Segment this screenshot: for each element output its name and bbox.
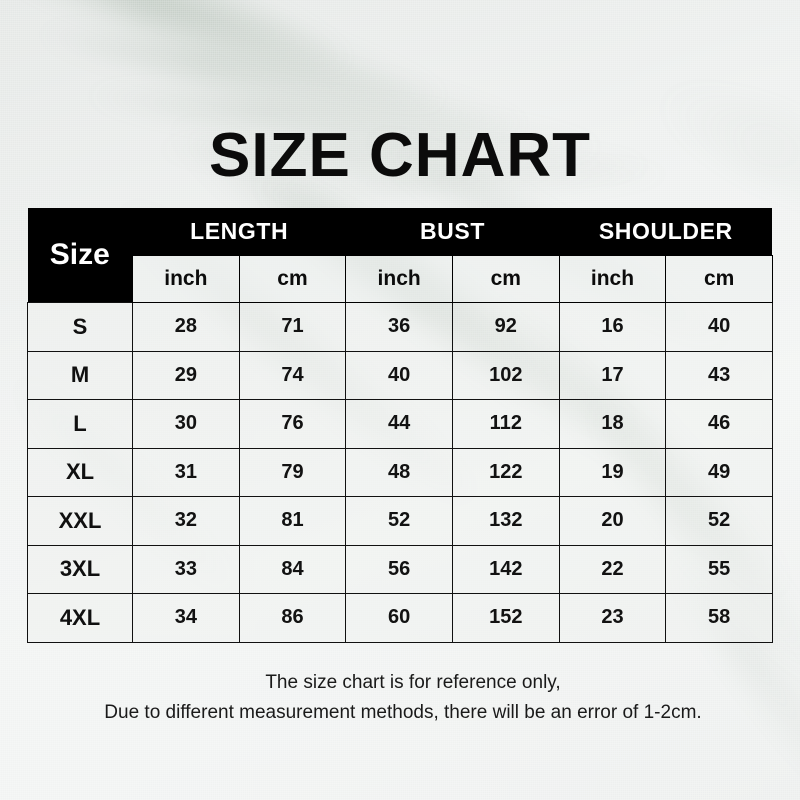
table-row: XXL 32 81 52 132 20 52 [27,496,773,546]
shoulder-inch-value: 17 [558,350,667,400]
disclaimer-notes: The size chart is for reference only, Du… [0,668,800,728]
length-inch-value: 28 [132,302,240,352]
length-inch-value: 29 [132,350,240,400]
unit-header-row: inch cm inch cm inch cm [28,255,773,303]
table-row: M 29 74 40 102 17 43 [27,350,773,400]
table-row: L 30 76 44 112 18 46 [27,399,773,449]
bust-cm-value: 152 [451,593,560,643]
palm-frond-shadow [0,0,446,118]
shoulder-inch-value: 18 [558,399,667,449]
disclaimer-line-1: The size chart is for reference only, [265,672,561,693]
shoulder-inch-value: 20 [558,496,667,546]
shoulder-cm-value: 40 [665,302,773,352]
table-row: 3XL 33 84 56 142 22 55 [27,544,773,594]
bust-cm-value: 92 [451,302,560,352]
shoulder-inch-value: 22 [558,544,667,594]
unit-header-length-cm: cm [238,255,347,303]
column-group-header-shoulder: SHOULDER [559,208,773,256]
length-cm-value: 84 [238,544,347,594]
unit-header-bust-inch: inch [345,255,453,303]
shoulder-inch-value: 16 [558,302,667,352]
bust-cm-value: 112 [451,399,560,449]
bust-inch-value: 48 [345,447,453,497]
shoulder-inch-value: 23 [558,593,667,643]
length-inch-value: 34 [132,593,240,643]
bust-inch-value: 52 [345,496,453,546]
length-cm-value: 86 [238,593,347,643]
table-body: S 28 71 36 92 16 40 M 29 74 40 102 17 43 [27,302,773,643]
shoulder-cm-value: 49 [665,447,773,497]
length-cm-value: 81 [238,496,347,546]
column-group-header-length: LENGTH [132,208,346,256]
table-row: S 28 71 36 92 16 40 [27,302,773,352]
group-header-row: Size LENGTH BUST SHOULDER [27,208,773,303]
length-inch-value: 33 [132,544,240,594]
bust-inch-value: 60 [345,593,453,643]
shoulder-cm-value: 55 [665,544,773,594]
bust-cm-value: 132 [451,496,560,546]
shoulder-cm-value: 58 [665,593,773,643]
shoulder-cm-value: 46 [665,399,773,449]
table-row: 4XL 34 86 60 152 23 58 [27,593,773,643]
length-cm-value: 74 [238,350,347,400]
unit-header-shoulder-cm: cm [665,255,773,303]
size-chart-table: Size LENGTH BUST SHOULDER inch cm inch c… [27,208,773,643]
shoulder-cm-value: 52 [665,496,773,546]
page-title: SIZE CHART [209,121,591,190]
palm-frond-shadow [0,0,354,83]
bust-cm-value: 142 [451,544,560,594]
length-inch-value: 32 [132,496,240,546]
length-inch-value: 30 [132,399,240,449]
table-header: Size LENGTH BUST SHOULDER inch cm inch c… [27,208,773,303]
size-label: 4XL [27,593,133,643]
size-label: XXL [27,496,133,546]
table-row: XL 31 79 48 122 19 49 [27,447,773,497]
length-inch-value: 31 [132,447,240,497]
length-cm-value: 76 [238,399,347,449]
bust-inch-value: 44 [345,399,453,449]
bust-inch-value: 40 [345,350,453,400]
size-label: L [27,399,133,449]
size-chart-table-wrapper: Size LENGTH BUST SHOULDER inch cm inch c… [27,208,773,643]
disclaimer-line-2: Due to different measurement methods, th… [104,702,702,723]
shoulder-inch-value: 19 [558,447,667,497]
size-label: M [27,350,133,400]
bust-inch-value: 56 [345,544,453,594]
size-label: S [27,302,133,352]
length-cm-value: 71 [238,302,347,352]
column-group-header-bust: BUST [345,208,560,256]
bust-inch-value: 36 [345,302,453,352]
column-header-size: Size [27,208,133,303]
unit-header-shoulder-inch: inch [558,255,667,303]
unit-header-bust-cm: cm [451,255,560,303]
unit-header-length-inch: inch [132,255,240,303]
length-cm-value: 79 [238,447,347,497]
size-label: XL [27,447,133,497]
bust-cm-value: 122 [451,447,560,497]
bust-cm-value: 102 [451,350,560,400]
size-label: 3XL [27,544,133,594]
shoulder-cm-value: 43 [665,350,773,400]
